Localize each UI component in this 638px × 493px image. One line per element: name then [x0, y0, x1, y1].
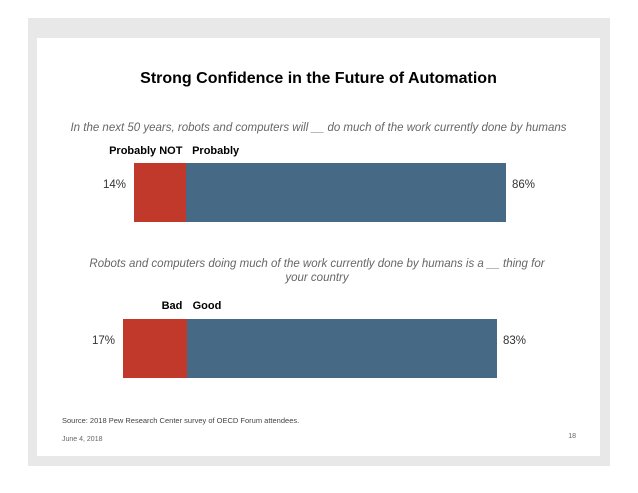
category-label: Probably — [192, 145, 240, 157]
slide-date: June 4, 2018 — [62, 436, 103, 443]
category-label: Bad — [161, 300, 183, 312]
slide: Strong Confidence in the Future of Autom… — [37, 38, 600, 456]
value-label: 83% — [503, 335, 527, 347]
bar-probably-not — [134, 163, 187, 222]
value-label: 17% — [92, 335, 116, 347]
bar-good — [186, 319, 497, 378]
slide-title: Strong Confidence in the Future of Autom… — [140, 70, 497, 87]
value-label: 14% — [103, 179, 127, 191]
value-label: 86% — [512, 179, 536, 191]
bar-bad — [123, 319, 187, 378]
category-label: Good — [192, 300, 222, 312]
chart-1-question: In the next 50 years, robots and compute… — [70, 122, 567, 134]
source-note: Source: 2018 Pew Research Center survey … — [62, 416, 300, 425]
chart-2-question: Robots and computers doing much of the w… — [89, 258, 545, 284]
bar-probably — [186, 163, 506, 222]
category-label: Probably NOT — [109, 145, 183, 157]
page-number: 18 — [568, 433, 576, 440]
